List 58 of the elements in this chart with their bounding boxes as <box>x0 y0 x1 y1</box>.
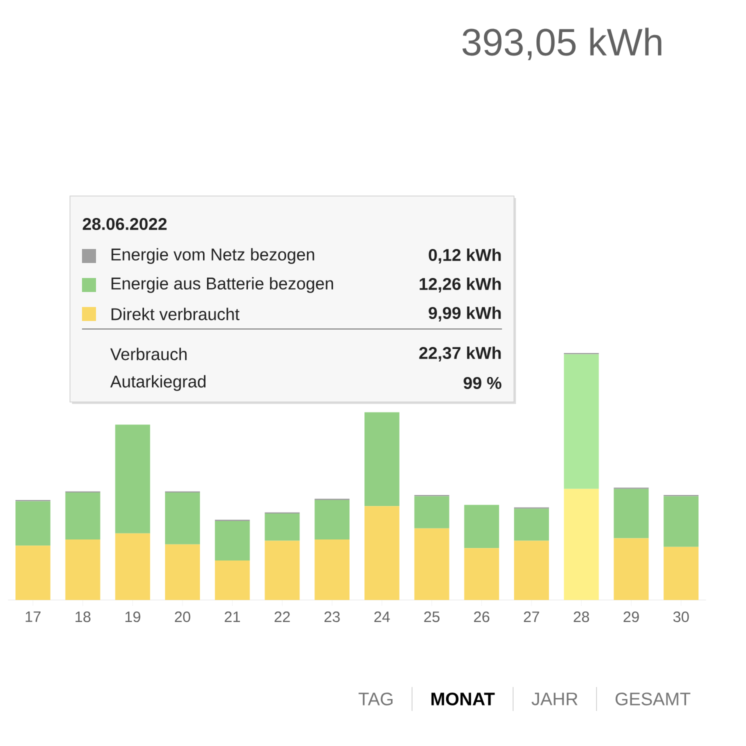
bar <box>364 506 400 600</box>
text: TAG <box>358 692 393 706</box>
annotation: Autarkiegrad <box>110 375 206 391</box>
text: 9,99 kWh <box>428 306 501 322</box>
x-tick-label: 30 <box>673 612 689 622</box>
bar <box>464 504 500 548</box>
text: MONAT <box>431 692 495 706</box>
bar <box>65 539 100 600</box>
text: 0,12 kWh <box>428 248 501 264</box>
x-tick-label: 28 <box>574 612 590 622</box>
bar <box>514 508 549 541</box>
legend-label: Direkt verbraucht <box>112 308 240 320</box>
bar <box>264 540 300 600</box>
bar <box>214 520 250 560</box>
x-tick-label: 20 <box>174 612 190 622</box>
bar <box>65 492 100 540</box>
bar <box>614 488 649 538</box>
text: 28.06.2022 <box>82 218 167 230</box>
x-tick-label: 17 <box>26 612 41 622</box>
text: JAHR <box>532 692 578 706</box>
x-tick-label: 21 <box>224 612 240 622</box>
bar <box>214 560 250 600</box>
bar <box>364 412 400 506</box>
bar <box>664 496 699 547</box>
bar <box>564 354 599 489</box>
bar <box>15 501 50 546</box>
bar <box>165 492 200 544</box>
bar <box>464 548 500 600</box>
bar <box>414 528 450 600</box>
legend-label: Energie aus Batterie bezogen <box>112 277 334 293</box>
x-tick-label: 23 <box>324 612 340 622</box>
text: GESAMT <box>616 692 690 706</box>
x-tick-label: 27 <box>524 612 540 622</box>
x-tick-label: 26 <box>474 612 490 622</box>
bar <box>264 514 300 541</box>
bar <box>514 540 549 600</box>
x-tick-label: 24 <box>374 612 390 622</box>
legend-label: Energie vom Netz bezogen <box>112 248 314 264</box>
bar <box>165 544 200 600</box>
x-tick-label: 19 <box>125 612 140 622</box>
bar <box>115 424 150 534</box>
x-tick-label: 25 <box>424 612 440 622</box>
bar <box>414 496 450 528</box>
bar <box>314 500 350 540</box>
text: 12,26 kWh <box>420 278 501 292</box>
bar <box>664 546 699 600</box>
x-tick-label: 22 <box>274 612 290 622</box>
bar <box>15 546 50 600</box>
annotation: 22,37 kWh <box>419 346 501 362</box>
x-tick-label: 29 <box>624 612 639 622</box>
annotation: 99 % <box>464 376 502 390</box>
bar <box>115 533 150 600</box>
bar <box>314 539 350 600</box>
x-tick-label: 18 <box>76 612 90 622</box>
bar <box>614 538 649 600</box>
annotation: Verbrauch <box>110 348 187 360</box>
bar <box>564 488 599 600</box>
chart-title: 393,05 kWh <box>462 28 662 60</box>
